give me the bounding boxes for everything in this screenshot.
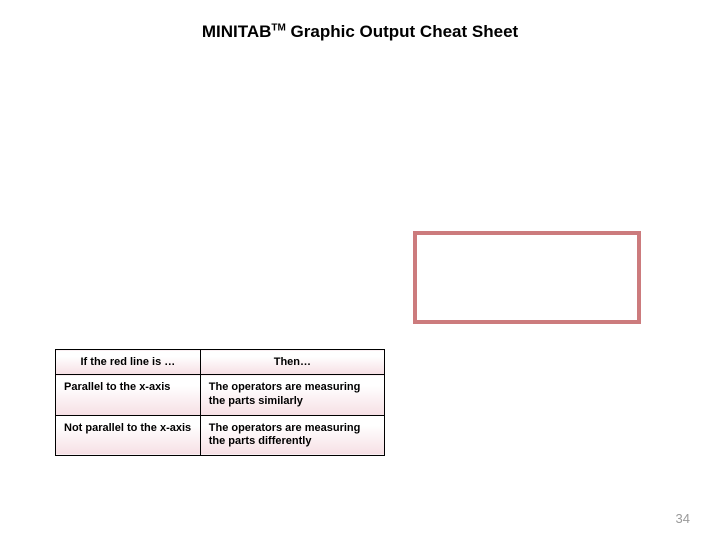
table-cell-result: The operators are measuring the parts di… bbox=[200, 415, 384, 456]
reference-table: If the red line is … Then… Parallel to t… bbox=[55, 349, 385, 456]
page-title-wrap: MINITABTM Graphic Output Cheat Sheet bbox=[0, 22, 720, 42]
table-header-result: Then… bbox=[200, 350, 384, 375]
table-header-condition: If the red line is … bbox=[56, 350, 201, 375]
table-row: Parallel to the x-axis The operators are… bbox=[56, 375, 385, 416]
page-title: MINITABTM Graphic Output Cheat Sheet bbox=[202, 22, 518, 41]
table-row: Not parallel to the x-axis The operators… bbox=[56, 415, 385, 456]
table-header-row: If the red line is … Then… bbox=[56, 350, 385, 375]
table-cell-condition: Not parallel to the x-axis bbox=[56, 415, 201, 456]
highlight-frame bbox=[413, 231, 641, 324]
table-cell-result: The operators are measuring the parts si… bbox=[200, 375, 384, 416]
table-cell-condition: Parallel to the x-axis bbox=[56, 375, 201, 416]
title-prefix: MINITAB bbox=[202, 22, 272, 41]
page-number: 34 bbox=[676, 511, 690, 526]
title-super: TM bbox=[271, 22, 285, 33]
title-suffix: Graphic Output Cheat Sheet bbox=[286, 22, 518, 41]
